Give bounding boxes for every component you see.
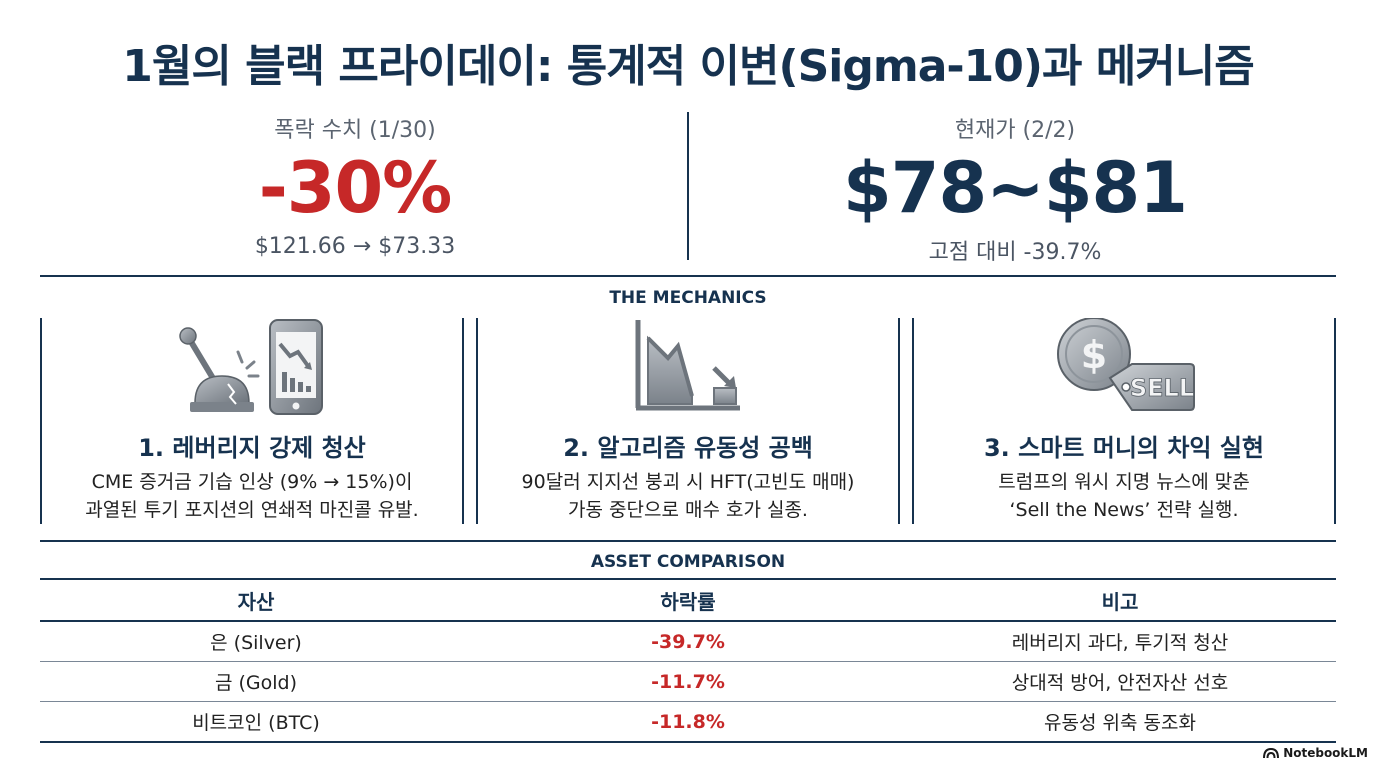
crash-stat-label: 폭락 수치 (1/30) [274, 118, 436, 143]
notebooklm-logo-icon [1263, 747, 1280, 758]
mechanics-bar [1334, 318, 1336, 524]
divider-top [40, 275, 1336, 277]
mechanic-algorithm: 2. 알고리즘 유동성 공백 90달러 지지선 붕괴 시 HFT(고빈도 매매)… [478, 318, 898, 524]
mechanic-smart-money: $ SELL 3. 스마트 머니의 차익 실현 트럼프의 워시 지명 뉴스에 맞… [914, 318, 1334, 524]
mechanics-bar [912, 318, 914, 524]
asset-note: 레버리지 과다, 투기적 청산 [904, 621, 1336, 662]
asset-comparison-heading: ASSET COMPARISON [590, 552, 786, 572]
brand-label: NotebookLM [1283, 746, 1368, 760]
crash-stat-value: -30% [258, 147, 453, 229]
crash-stat-sub: $121.66 → $73.33 [254, 234, 456, 259]
notebooklm-brand: NotebookLM [1263, 746, 1368, 760]
mechanic-description: CME 증거금 기습 인상 (9% → 15%)이 과열된 투기 포지션의 연쇄… [85, 471, 419, 521]
column-header-asset: 자산 [40, 578, 472, 622]
mechanic-title: 1. 레버리지 강제 청산 [138, 434, 366, 462]
mechanics-bar [898, 318, 900, 524]
mechanic-title: 2. 알고리즘 유동성 공백 [563, 434, 813, 462]
page-title: 1월의 블랙 프라이데이: 통계적 이변(Sigma-10)과 메커니즘 [122, 41, 1254, 92]
svg-text:$: $ [1081, 333, 1107, 377]
drop-rate: -39.7% [472, 621, 904, 662]
mechanic-leverage: 1. 레버리지 강제 청산 CME 증거금 기습 인상 (9% → 15%)이 … [42, 318, 462, 524]
drop-rate: -11.8% [472, 701, 904, 743]
column-header-note: 비고 [904, 578, 1336, 622]
asset-name: 금 (Gold) [40, 661, 472, 702]
mechanics-bar [462, 318, 464, 524]
table-header-row: 자산 하락률 비고 [40, 578, 1336, 622]
drop-rate: -11.7% [472, 661, 904, 702]
mechanics-bar [476, 318, 478, 524]
current-price-value: $78~$81 [843, 147, 1188, 229]
table-row: 비트코인 (BTC) -11.8% 유동성 위축 동조화 [40, 701, 1336, 743]
asset-note: 유동성 위축 동조화 [904, 701, 1336, 743]
mechanics-heading: THE MECHANICS [609, 288, 767, 308]
asset-name: 비트코인 (BTC) [40, 701, 472, 743]
mechanics-bar [40, 318, 42, 524]
mechanic-title: 3. 스마트 머니의 차익 실현 [983, 434, 1265, 462]
mechanic-description: 90달러 지지선 붕괴 시 HFT(고빈도 매매) 가동 중단으로 매수 호가 … [521, 471, 855, 521]
current-price-stat: 현재가 (2/2) $78~$81 고점 대비 -39.7% [685, 112, 1345, 266]
stat-divider [687, 112, 689, 260]
falling-chart-icon [635, 320, 740, 411]
crash-stat: 폭락 수치 (1/30) -30% $121.66 → $73.33 [25, 112, 685, 259]
column-header-drop: 하락률 [472, 578, 904, 622]
current-price-sub: 고점 대비 -39.7% [928, 240, 1102, 265]
current-price-label: 현재가 (2/2) [954, 118, 1076, 143]
divider-bottom [40, 540, 1336, 542]
svg-text:SELL: SELL [1130, 374, 1194, 402]
asset-note: 상대적 방어, 안전자산 선호 [904, 661, 1336, 702]
table-row: 금 (Gold) -11.7% 상대적 방어, 안전자산 선호 [40, 661, 1336, 702]
asset-name: 은 (Silver) [40, 621, 472, 662]
asset-comparison-table: 자산 하락률 비고 은 (Silver) -39.7% 레버리지 과다, 투기적… [40, 578, 1336, 743]
coin-sell-tag-icon: $ SELL [1057, 318, 1195, 411]
lever-phone-chart-icon [179, 319, 323, 415]
mechanic-description: 트럼프의 워시 지명 뉴스에 맞춘 ‘Sell the News’ 전략 실행. [998, 471, 1250, 521]
table-row: 은 (Silver) -39.7% 레버리지 과다, 투기적 청산 [40, 621, 1336, 662]
